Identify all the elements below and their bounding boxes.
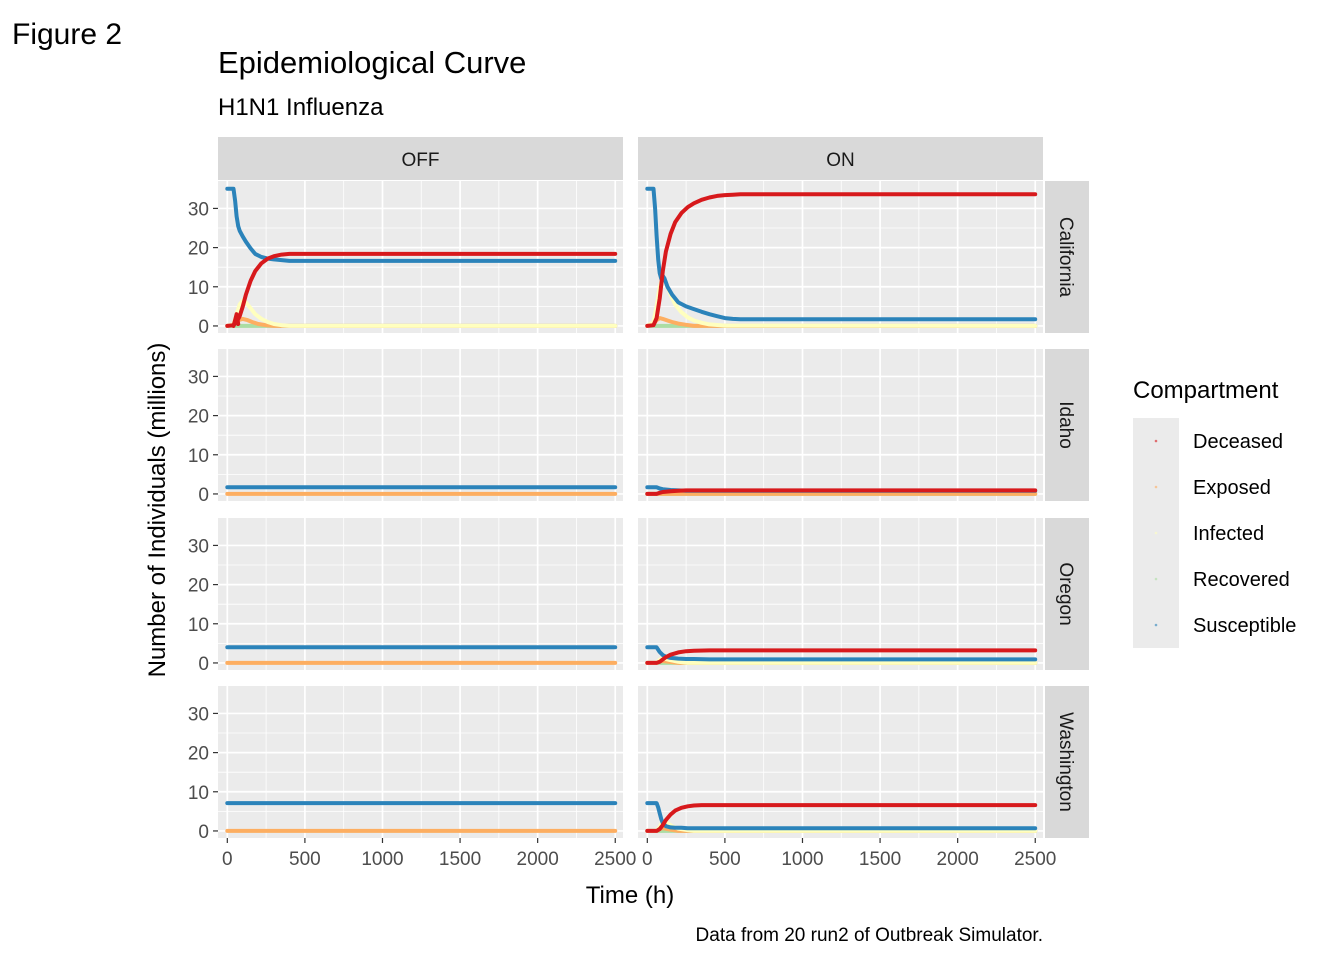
figure-label: Figure 2 [12,18,122,51]
series-line-deceased [645,488,1038,496]
x-tick-label: 1500 [859,849,901,870]
legend-swatch [1154,439,1158,443]
y-tick-label: 0 [198,317,209,338]
series-line-deceased [645,192,1038,328]
strip-label: California [1055,217,1076,298]
series-line-deceased [231,312,241,328]
facet-strip-idaho: Idaho [1045,349,1089,501]
strip-background [1045,349,1089,501]
panel-oregon-off: 0 10 20 30 [188,518,623,675]
strip-label: Idaho [1055,401,1076,449]
y-tick-label: 30 [188,199,209,220]
panel-idaho-on [638,349,1043,501]
x-tick-label: 2500 [594,849,636,870]
panel-california-off: 0 10 20 30 [188,181,623,338]
series-line-susceptible [225,186,618,263]
panel-background [638,181,1043,333]
facet-grid: OFF ON California Idaho Oregon Washington 0 10 2… [188,137,1089,870]
strip-label: Washington [1055,712,1076,812]
strip-label: OFF [402,150,440,171]
legend-label: Deceased [1193,431,1283,453]
legend-item-infected: Infected [1133,510,1264,556]
x-tick-label: 1500 [439,849,481,870]
x-tick-label: 2000 [517,849,559,870]
strip-label: Oregon [1055,562,1076,625]
legend-swatch [1154,623,1158,627]
x-tick-label: 500 [289,849,321,870]
x-tick-label: 500 [709,849,741,870]
facet-strip-oregon: Oregon [1045,518,1089,670]
y-tick-label: 0 [198,485,209,506]
panel-background [218,181,623,333]
x-tick-label: 2000 [937,849,979,870]
x-tick-label: 0 [222,849,233,870]
y-tick-label: 10 [188,615,209,636]
panel-background [218,518,623,670]
y-axis-label: Number of Individuals (millions) [144,343,171,678]
strip-background [1045,518,1089,670]
y-tick-label: 30 [188,536,209,557]
facet-strip-california: California [1045,181,1089,333]
y-tick-label: 10 [188,783,209,804]
panel-background [638,349,1043,501]
legend-label: Infected [1193,523,1264,545]
legend-swatch [1154,485,1158,489]
facet-strip-washington: Washington [1045,686,1089,838]
y-tick-label: 20 [188,239,209,260]
legend-item-exposed: Exposed [1133,464,1271,510]
legend-label: Exposed [1193,477,1271,499]
facet-strip-off: OFF [218,137,623,180]
facet-strip-on: ON [638,137,1043,180]
legend-label: Susceptible [1193,615,1296,637]
strip-label: ON [826,150,855,171]
panel-washington-off: 0 10 20 30 0 500 1000 1500 2000 2500 [188,686,636,870]
panel-idaho-off: 0 10 20 30 [188,349,623,506]
y-tick-label: 0 [198,822,209,843]
series-line-deceased [645,803,1038,833]
x-tick-label: 0 [642,849,653,870]
series-line-susceptible [645,186,1038,322]
strip-background [638,137,1043,180]
strip-background [218,137,623,180]
panel-washington-on: 0 500 1000 1500 2000 2500 [638,686,1056,870]
strip-background [1045,686,1089,838]
strip-background [1045,181,1089,333]
legend-item-deceased: Deceased [1133,418,1283,464]
x-tick-label: 2500 [1014,849,1056,870]
x-tick-label: 1000 [361,849,403,870]
legend-item-recovered: Recovered [1133,556,1290,602]
series-line-deceased [645,648,1038,665]
y-tick-label: 30 [188,704,209,725]
y-tick-label: 30 [188,367,209,388]
series-line-susceptible [645,801,1038,831]
panel-california-on [638,181,1043,333]
legend-label: Recovered [1193,569,1290,591]
y-tick-label: 20 [188,407,209,428]
panel-background [638,518,1043,670]
chart-title: Epidemiological Curve [218,45,526,80]
legend-swatch [1154,531,1158,535]
x-tick-label: 1000 [781,849,823,870]
panel-background [218,349,623,501]
chart-subtitle: H1N1 Influenza [218,94,384,121]
panel-oregon-on [638,518,1043,670]
legend-item-susceptible: Susceptible [1133,602,1296,648]
x-axis-label: Time (h) [586,882,674,909]
y-tick-label: 10 [188,446,209,467]
panel-background [218,686,623,838]
legend-title: Compartment [1133,377,1279,404]
chart-caption: Data from 20 run2 of Outbreak Simulator. [696,925,1043,946]
y-tick-label: 10 [188,278,209,299]
series-line-susceptible [645,645,1038,662]
y-tick-label: 20 [188,576,209,597]
y-tick-label: 0 [198,654,209,675]
legend: Compartment Deceased Exposed Infected Recov… [1133,377,1296,648]
legend-swatch [1154,577,1158,581]
panel-background [638,686,1043,838]
y-tick-label: 20 [188,744,209,765]
